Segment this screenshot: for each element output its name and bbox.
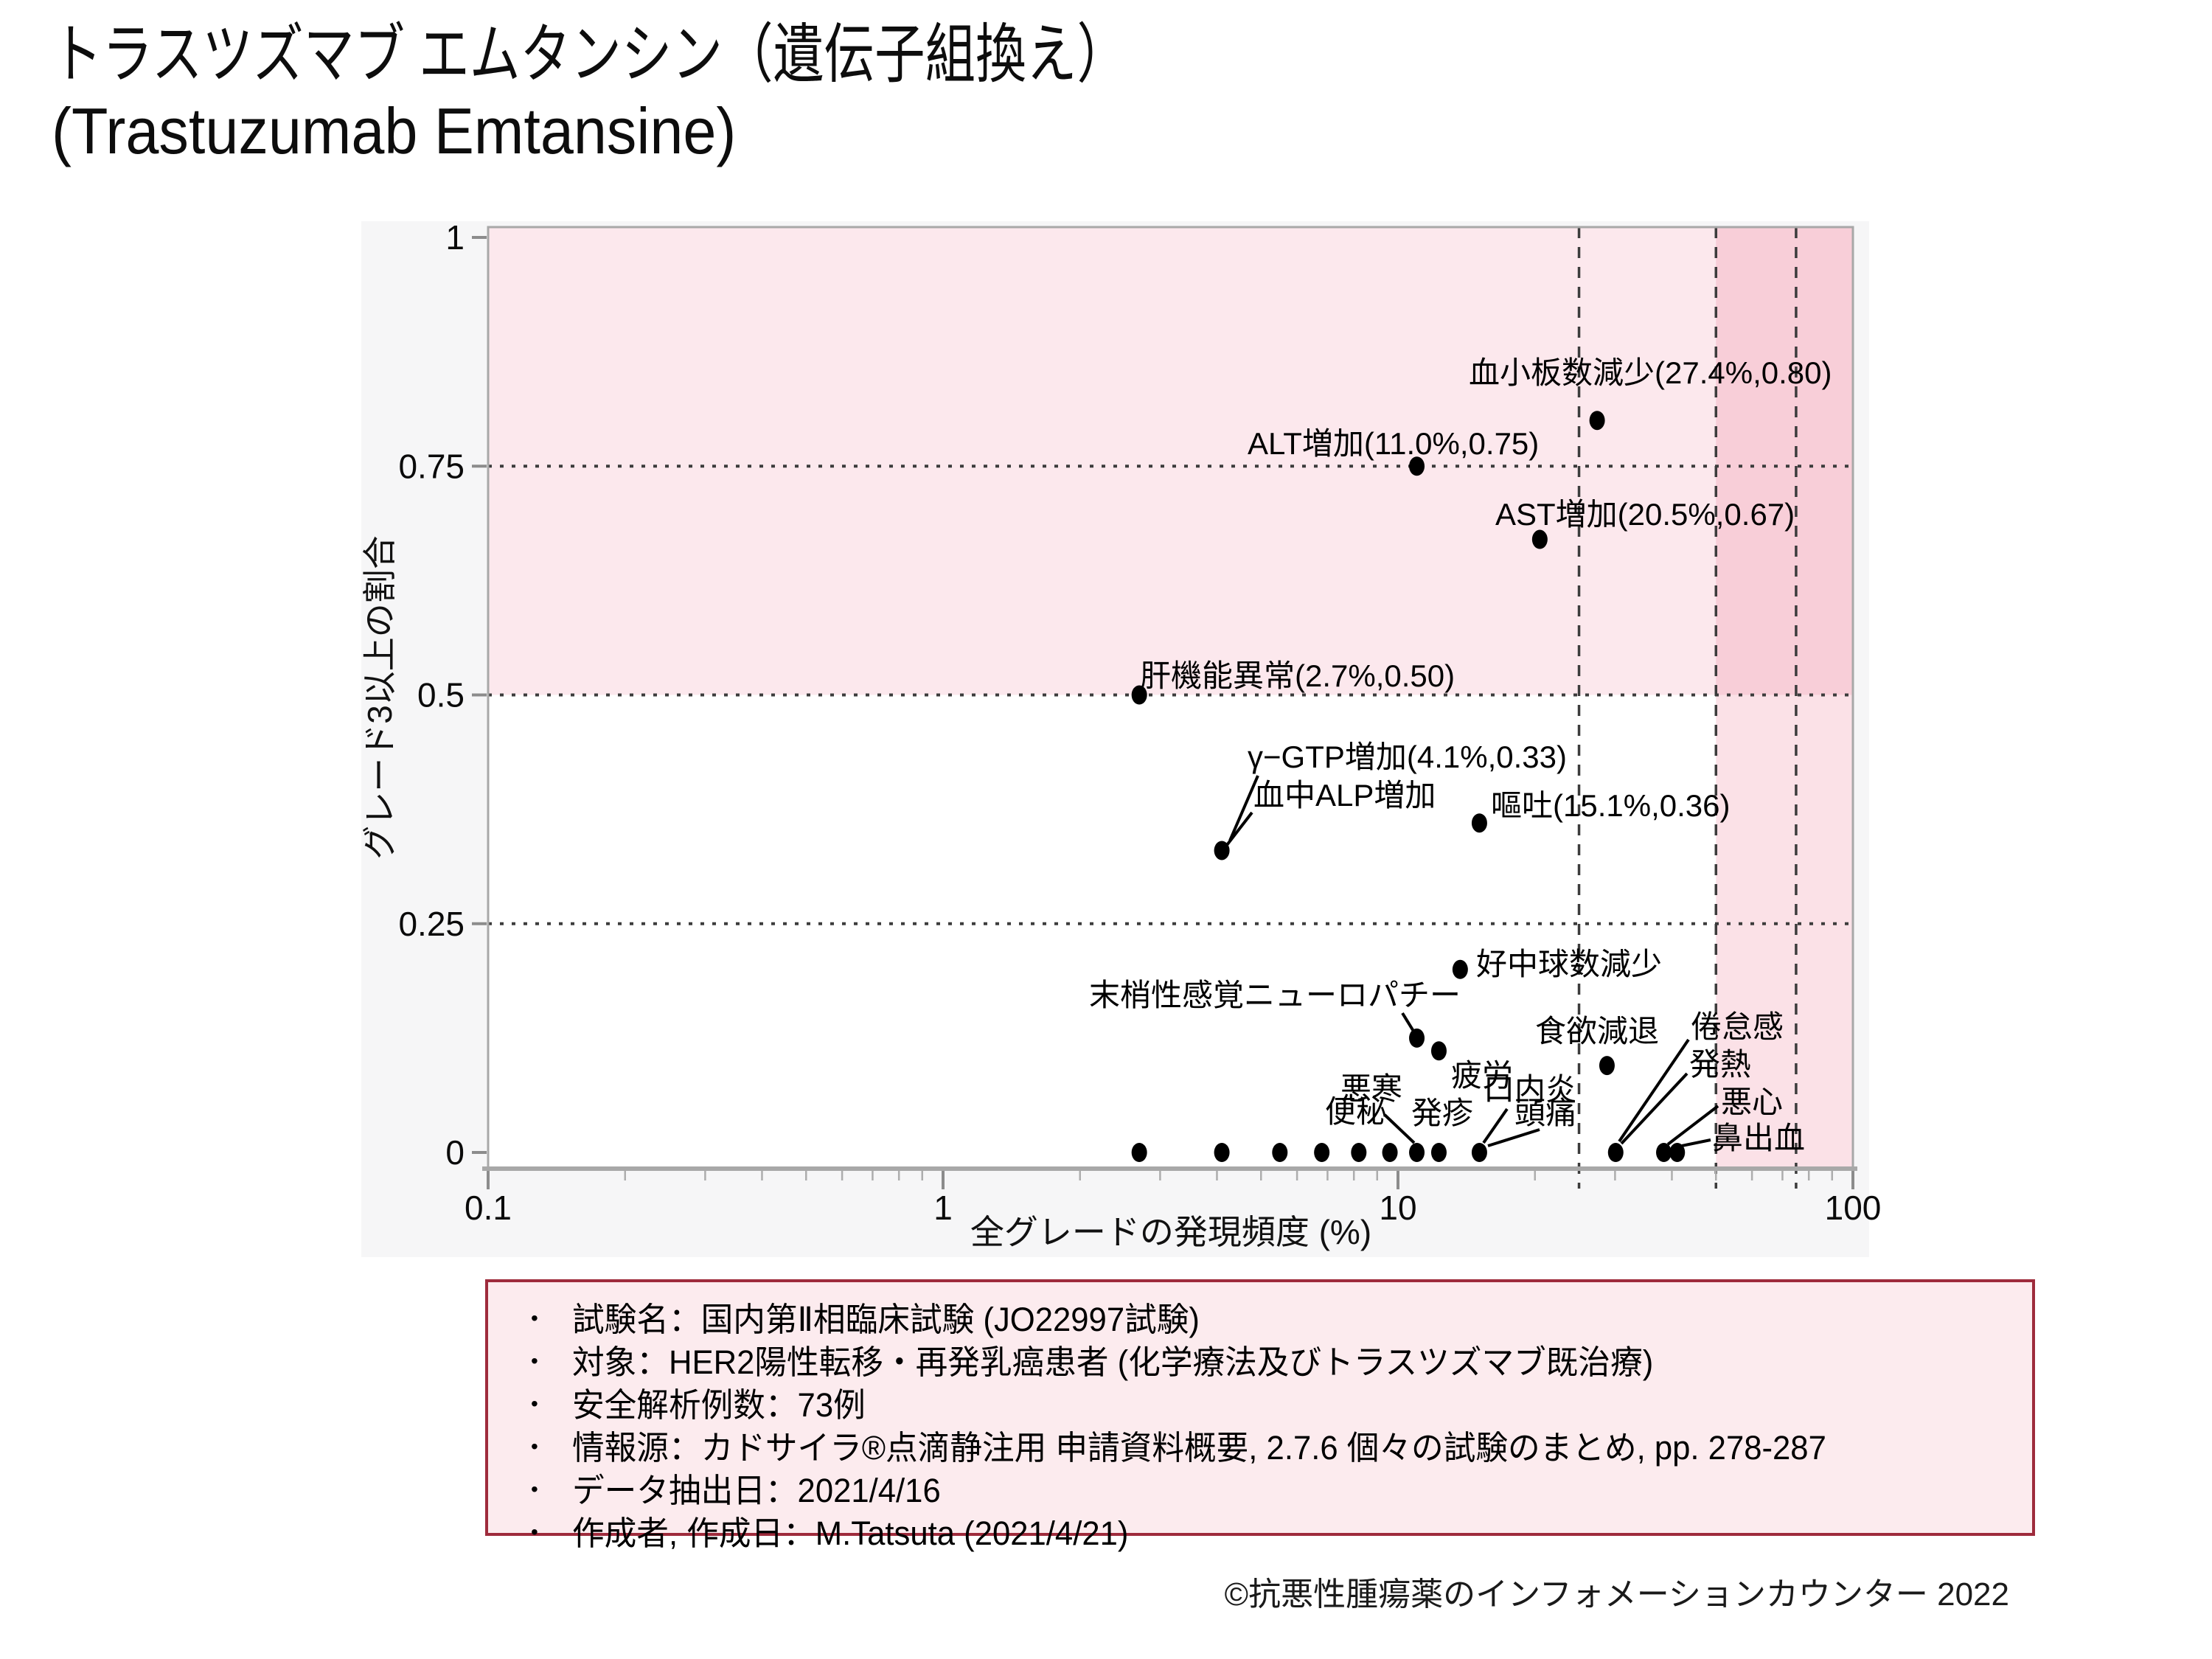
point-label: 血小板数減少(27.4%,0.80) xyxy=(1469,355,1832,390)
y-tick-label: 0.5 xyxy=(417,676,465,714)
point-label: 頭痛 xyxy=(1514,1096,1576,1130)
info-item-text: 試験名：国内第Ⅱ相臨床試験 (JO22997試験) xyxy=(572,1301,1200,1338)
point-label: 好中球数減少 xyxy=(1476,947,1662,981)
point-label: 発疹 xyxy=(1411,1096,1473,1130)
bullet-icon: • xyxy=(531,1392,538,1415)
page-title-line2: (Trastuzumab Emtansine) xyxy=(52,94,737,167)
point-label: 血中ALP増加 xyxy=(1253,778,1436,813)
scatter-point xyxy=(1409,1028,1425,1048)
scatter-point xyxy=(1351,1143,1367,1162)
scatter-point xyxy=(1452,959,1468,979)
bullet-icon: • xyxy=(531,1307,538,1329)
x-axis-label: 全グレードの発現頻度 (%) xyxy=(970,1213,1372,1251)
scatter-point xyxy=(1531,529,1548,549)
bullet-icon: • xyxy=(531,1435,538,1458)
point-label: 肝機能異常(2.7%,0.50) xyxy=(1140,658,1455,693)
info-item: • 情報源：カドサイラ®点滴静注用 申請資料概要, 2.7.6 個々の試験のまとめ… xyxy=(531,1421,2017,1467)
leader-line xyxy=(1618,1038,1690,1143)
leader-line xyxy=(1383,1113,1416,1144)
point-label: 倦怠感 xyxy=(1691,1009,1784,1044)
scatter-point xyxy=(1589,411,1605,431)
point-label: 口内炎 xyxy=(1484,1072,1576,1107)
info-item-text: 安全解析例数：73例 xyxy=(572,1386,866,1424)
point-label: 鼻出血 xyxy=(1712,1121,1805,1155)
leader-line xyxy=(1482,1107,1509,1144)
scatter-point xyxy=(1599,1056,1615,1076)
scatter-point xyxy=(1214,1143,1230,1162)
scatter-point xyxy=(1471,1143,1487,1162)
point-label: γ−GTP増加(4.1%,0.33) xyxy=(1248,740,1567,774)
info-item-text: 作成者, 作成日：M.Tatsuta (2021/4/21) xyxy=(572,1514,1129,1552)
point-label: 便秘 xyxy=(1325,1094,1387,1129)
leader-line xyxy=(1666,1105,1719,1146)
scatter-point xyxy=(1669,1143,1686,1162)
y-tick-label: 1 xyxy=(445,218,465,257)
footer-credit: ©抗悪性腫瘍薬のインフォメーションカウンター 2022 xyxy=(1224,1576,2009,1613)
info-box: • 試験名：国内第Ⅱ相臨床試験 (JO22997試験) • 対象：HER2陽性転移・再… xyxy=(485,1279,2035,1552)
info-item: • 対象：HER2陽性転移・再発乳癌患者 (化学療法及びトラスツズマブ既治療) xyxy=(531,1335,2017,1381)
bullet-icon: • xyxy=(531,1520,538,1543)
x-tick-label: 10 xyxy=(1379,1189,1416,1227)
scatter-point xyxy=(1471,813,1487,833)
info-item-text: データ抽出日：2021/4/16 xyxy=(572,1472,941,1509)
info-item: • 安全解析例数：73例 xyxy=(531,1378,2017,1424)
x-tick-label: 100 xyxy=(1825,1189,1882,1227)
leader-line xyxy=(1225,811,1253,846)
scatter-point xyxy=(1430,1143,1447,1162)
point-label: AST増加(20.5%,0.67) xyxy=(1495,497,1795,532)
info-item: • 作成者, 作成日：M.Tatsuta (2021/4/21) xyxy=(531,1506,2017,1552)
leader-line xyxy=(1620,1072,1688,1145)
point-label: ALT増加(11.0%,0.75) xyxy=(1248,426,1539,461)
leader-line xyxy=(1228,775,1259,841)
y-axis-label: グレード3以上の割合 xyxy=(361,535,399,860)
point-label: 疲労 xyxy=(1451,1058,1513,1093)
y-tick-label: 0.25 xyxy=(398,905,465,943)
info-item: • 試験名：国内第Ⅱ相臨床試験 (JO22997試験) xyxy=(531,1293,2017,1338)
scatter-point xyxy=(1214,841,1230,860)
scatter-point xyxy=(1409,456,1425,476)
scatter-point xyxy=(1430,1041,1447,1061)
x-tick-label: 1 xyxy=(933,1189,953,1227)
shaded-band-top xyxy=(488,227,1853,695)
scatter-point xyxy=(1131,685,1147,705)
info-list: • 試験名：国内第Ⅱ相臨床試験 (JO22997試験) • 対象：HER2陽性転移・再… xyxy=(488,1293,2032,1552)
scatter-point xyxy=(1382,1143,1398,1162)
info-item-text: 情報源：カドサイラ®点滴静注用 申請資料概要, 2.7.6 個々の試験のまとめ,… xyxy=(572,1429,1826,1467)
info-item-text: 対象：HER2陽性転移・再発乳癌患者 (化学療法及びトラスツズマブ既治療) xyxy=(572,1343,1654,1381)
y-tick-label: 0 xyxy=(445,1133,465,1172)
point-label: 末梢性感覚ニューロパチー xyxy=(1089,978,1461,1012)
scatter-point xyxy=(1272,1143,1288,1162)
leader-line xyxy=(1681,1138,1711,1147)
point-label: 発熱 xyxy=(1689,1047,1751,1082)
point-label: 食欲減退 xyxy=(1535,1014,1659,1048)
page-title-line1: トラスツズマブ エムタンシン（遺伝子組換え） xyxy=(52,18,1128,91)
page-title: トラスツズマブ エムタンシン（遺伝子組換え） (Trastuzumab Emta… xyxy=(52,16,1431,170)
shaded-band-right xyxy=(1716,227,1853,1169)
bullet-icon: • xyxy=(531,1349,538,1372)
scatter-point xyxy=(1409,1143,1425,1162)
x-tick-label: 0.1 xyxy=(465,1189,512,1227)
info-item: • データ抽出日：2021/4/16 xyxy=(531,1464,2017,1509)
scatter-point xyxy=(1314,1143,1330,1162)
scatter-point xyxy=(1607,1143,1624,1162)
y-tick-label: 0.75 xyxy=(398,447,465,485)
leader-line xyxy=(1487,1128,1540,1147)
plot-area xyxy=(488,227,1853,1169)
point-label: 悪寒 xyxy=(1340,1071,1402,1106)
scatter-point xyxy=(1131,1143,1147,1162)
bullet-icon: • xyxy=(531,1478,538,1500)
point-label: 嘔吐(15.1%,0.36) xyxy=(1491,788,1730,823)
scatter-point xyxy=(1656,1143,1672,1162)
leader-line xyxy=(1401,1012,1416,1034)
point-label: 悪心 xyxy=(1721,1085,1783,1119)
